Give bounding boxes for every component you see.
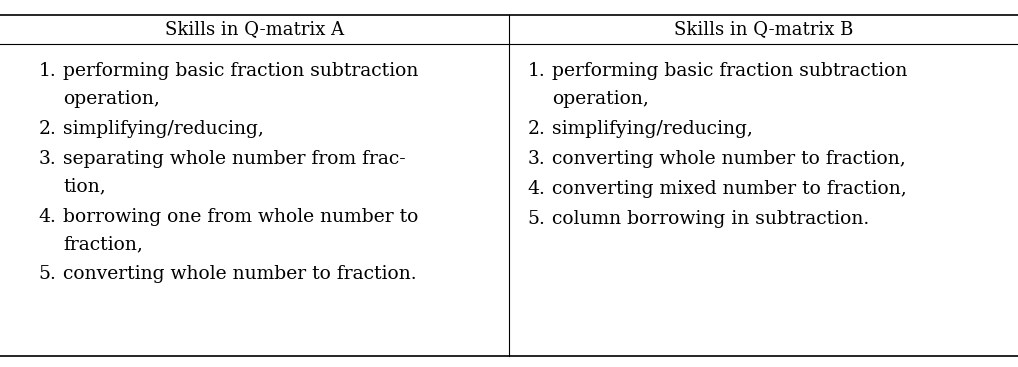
- Text: 3.: 3.: [39, 150, 56, 168]
- Text: performing basic fraction subtraction: performing basic fraction subtraction: [552, 62, 907, 80]
- Text: 5.: 5.: [527, 210, 546, 228]
- Text: 2.: 2.: [39, 120, 57, 138]
- Text: column borrowing in subtraction.: column borrowing in subtraction.: [552, 210, 869, 228]
- Text: 1.: 1.: [39, 62, 56, 80]
- Text: converting whole number to fraction,: converting whole number to fraction,: [552, 150, 905, 168]
- Text: Skills in Q-matrix A: Skills in Q-matrix A: [165, 20, 344, 39]
- Text: 1.: 1.: [527, 62, 545, 80]
- Text: separating whole number from frac-: separating whole number from frac-: [63, 150, 406, 168]
- Text: 2.: 2.: [527, 120, 546, 138]
- Text: converting whole number to fraction.: converting whole number to fraction.: [63, 265, 416, 283]
- Text: 4.: 4.: [39, 208, 57, 226]
- Text: simplifying/reducing,: simplifying/reducing,: [552, 120, 752, 138]
- Text: 4.: 4.: [527, 180, 546, 198]
- Text: Skills in Q-matrix B: Skills in Q-matrix B: [674, 20, 853, 39]
- Text: borrowing one from whole number to: borrowing one from whole number to: [63, 208, 418, 226]
- Text: 5.: 5.: [39, 265, 57, 283]
- Text: simplifying/reducing,: simplifying/reducing,: [63, 120, 264, 138]
- Text: operation,: operation,: [63, 90, 160, 108]
- Text: tion,: tion,: [63, 178, 106, 196]
- Text: performing basic fraction subtraction: performing basic fraction subtraction: [63, 62, 418, 80]
- Text: 3.: 3.: [527, 150, 545, 168]
- Text: fraction,: fraction,: [63, 235, 143, 253]
- Text: converting mixed number to fraction,: converting mixed number to fraction,: [552, 180, 906, 198]
- Text: operation,: operation,: [552, 90, 648, 108]
